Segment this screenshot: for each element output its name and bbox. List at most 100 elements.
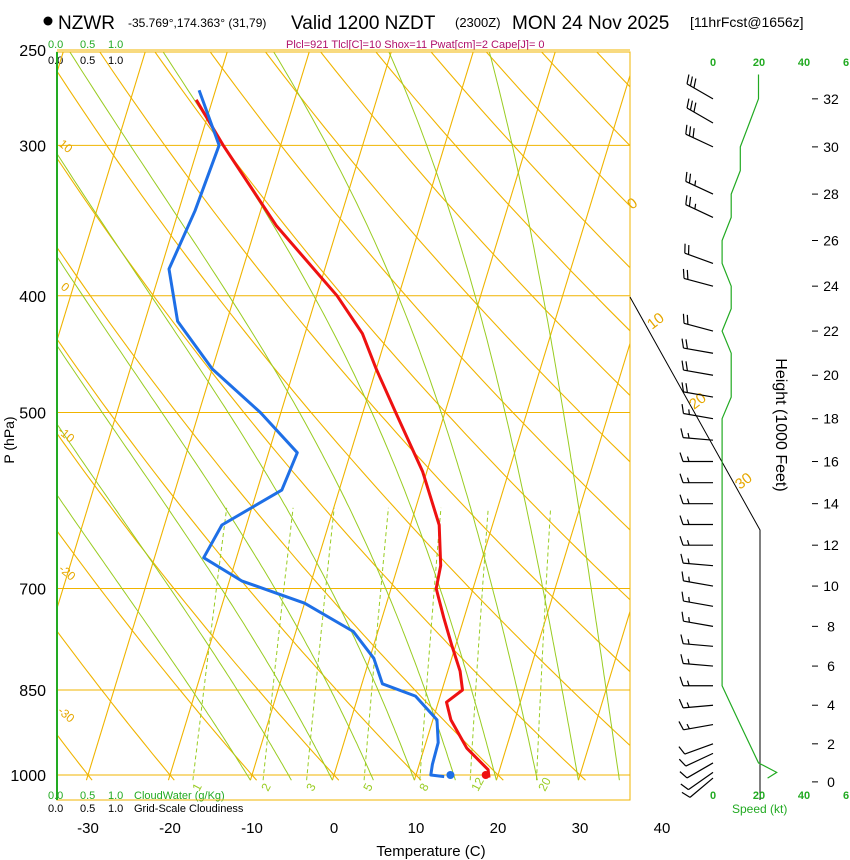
wind-barb-shaft	[684, 252, 714, 264]
dry-adiabat-10	[57, 338, 422, 781]
wind-barb-half-flag	[688, 409, 690, 415]
wind-barb-flag	[689, 76, 693, 86]
dry-adiabat-labels: 10 0 -10 -20 -30	[55, 137, 79, 726]
wind-barb-flag	[681, 338, 685, 349]
wind-barb-flag	[679, 515, 684, 525]
sounding-parameters: Plcl=921 Tlcl[C]=10 Shox=11 Pwat[cm]=2 C…	[286, 39, 545, 51]
wind-barb-shaft	[685, 180, 714, 195]
wind-barb-flag	[680, 654, 684, 664]
height-tick-22: 22	[823, 323, 839, 339]
dry-adiabat-60	[154, 52, 630, 601]
mixing-ratio-5	[363, 507, 389, 781]
temperature-tick--10: -10	[241, 820, 263, 837]
temperature-tick--30: -30	[77, 820, 99, 837]
wind-barb-flag	[679, 676, 684, 686]
svg-text:0.5: 0.5	[80, 803, 95, 815]
wind-barb-shaft	[686, 107, 714, 124]
wind-barb-shaft	[684, 743, 714, 755]
wind-barb	[682, 313, 714, 332]
mixing-ratio-8	[419, 507, 442, 781]
height-tick-26: 26	[823, 233, 839, 249]
temperature-tick-10: 10	[408, 820, 425, 837]
wind-barb-flag	[679, 473, 684, 483]
station-dot	[43, 16, 53, 26]
wind-barb-flag	[678, 746, 686, 755]
svg-text:0: 0	[710, 790, 716, 802]
height-tick-30: 30	[823, 139, 839, 155]
wind-barb-flag	[686, 269, 689, 280]
wind-barb-shaft	[683, 620, 714, 627]
dry-adiabat-0	[57, 432, 340, 781]
dry-adiabat--30	[57, 733, 93, 781]
height-tick-2: 2	[827, 736, 835, 752]
wind-barb	[679, 473, 713, 484]
height-axis-title: Height (1000 Feet)	[772, 358, 789, 491]
moist-adiabat-lines	[57, 52, 620, 781]
wind-barb	[679, 762, 714, 779]
svg-text:0.0: 0.0	[48, 790, 63, 802]
height-tick-4: 4	[827, 697, 835, 713]
wind-barb	[681, 382, 714, 398]
wind-barb-shaft	[685, 204, 714, 218]
wind-barb	[681, 777, 714, 798]
wind-barb	[679, 452, 713, 463]
pressure-tick-250: 250	[19, 43, 46, 60]
wind-barb-shaft	[683, 724, 714, 731]
height-tick-20: 20	[823, 367, 839, 383]
wind-barb-flag	[685, 124, 688, 135]
dry-adiabat-180	[793, 29, 850, 781]
isotherm-0	[331, 52, 556, 781]
wind-barb-shaft	[685, 752, 714, 767]
wind-barb	[679, 535, 713, 546]
svg-text:-30: -30	[55, 704, 78, 726]
wind-barb	[678, 721, 714, 731]
wind-barb	[680, 771, 714, 791]
wind-barb-shaft	[683, 704, 714, 709]
wind-barb-flag	[681, 404, 685, 414]
moist-adiabat-15	[69, 52, 456, 781]
svg-text:1.0: 1.0	[108, 39, 123, 51]
svg-text:2: 2	[258, 781, 274, 794]
temperature-tick-40: 40	[654, 820, 671, 837]
dry-adiabat-130	[540, 52, 630, 147]
surface-dewpoint-marker	[446, 771, 455, 779]
height-tick-14: 14	[823, 496, 839, 512]
isotherm--20	[167, 52, 392, 781]
dewpoint-profile	[167, 89, 445, 779]
cloud-water-scale-bottom: 0.0 0.5 1.0 CloudWater (g/Kg) 0.0 0.5 1.…	[48, 790, 244, 815]
svg-text:20: 20	[753, 57, 765, 69]
wind-barb-flag	[678, 698, 684, 709]
wind-barb-flag	[680, 553, 684, 564]
svg-text:1.0: 1.0	[108, 55, 123, 67]
height-tick-24: 24	[823, 278, 839, 294]
pressure-tick-700: 700	[19, 581, 46, 598]
wind-barb	[681, 360, 714, 376]
wind-barb	[684, 243, 714, 264]
wind-barb-flag	[679, 452, 684, 462]
wind-barb-shaft	[683, 277, 714, 287]
isotherm--30	[85, 52, 310, 781]
wind-barb-shaft	[683, 600, 714, 607]
height-tick-8: 8	[827, 618, 835, 634]
wind-barb-flag	[681, 611, 685, 622]
wind-barb-flag	[680, 428, 684, 438]
wind-barb-flag	[685, 195, 688, 205]
temperature-tick-20: 20	[490, 820, 507, 837]
pressure-tick-300: 300	[19, 138, 46, 155]
isotherm-10	[413, 73, 630, 781]
wind-speed-profile	[721, 74, 778, 779]
wind-barb-shaft	[683, 347, 714, 354]
wind-barb	[679, 515, 713, 526]
wind-barb	[680, 553, 714, 567]
wind-barb-half-flag	[686, 519, 690, 525]
height-tick-10: 10	[823, 578, 839, 594]
dry-adiabat-100	[375, 52, 630, 332]
wind-barb	[679, 676, 713, 687]
wind-barb-half-flag	[686, 680, 690, 686]
wind-barb-shaft	[683, 643, 714, 647]
dry-adiabat-110	[430, 52, 630, 269]
cloud-water-scale-top: 0.0 0.5 1.0 0.0 0.5 1.0	[48, 39, 123, 67]
moist-adiabat--10	[57, 494, 251, 781]
moist-adiabat--5	[57, 423, 292, 781]
svg-text:0.5: 0.5	[80, 790, 95, 802]
